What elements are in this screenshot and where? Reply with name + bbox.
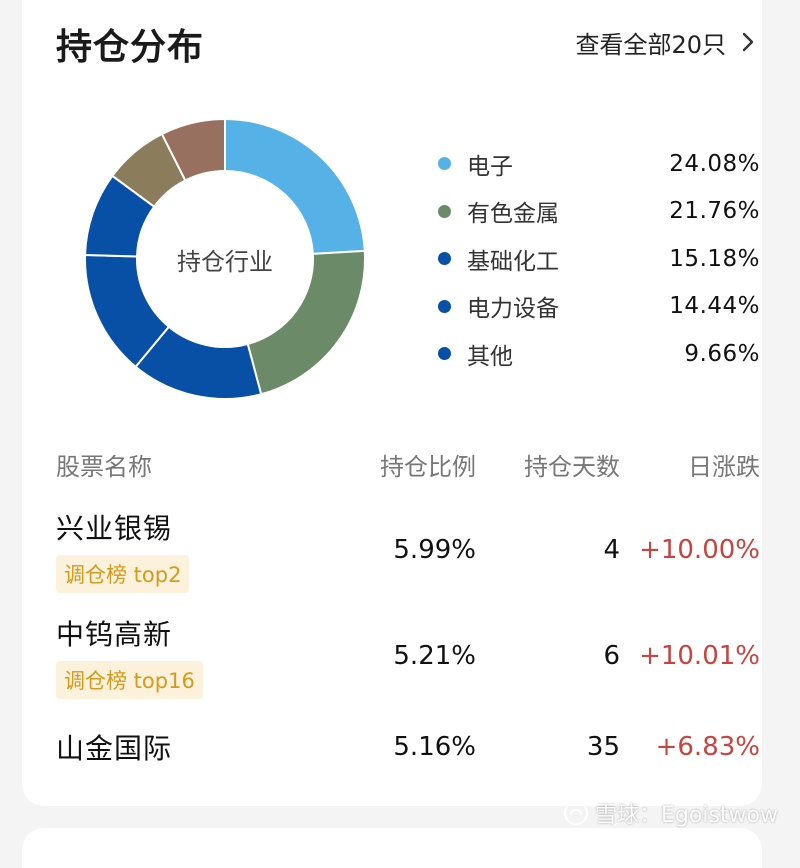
holding-ratio: 5.16% (393, 732, 476, 762)
page-title: 持仓分布 (56, 27, 205, 68)
legend-item: 其他 9.66% (438, 330, 760, 378)
legend-percent: 24.08% (669, 150, 760, 177)
stock-cell: 兴业银锡 调仓榜 top2 (56, 507, 352, 593)
header-stock-name: 股票名称 (56, 452, 152, 481)
legend-dot-icon (438, 299, 451, 313)
daily-change: +6.83% (655, 732, 760, 762)
industry-donut-chart: 持仓行业 (84, 117, 366, 400)
donut-slice-remainder (160, 117, 226, 182)
legend-percent: 14.44% (669, 293, 760, 320)
stock-cell: 山金国际 (56, 727, 352, 767)
industry-legend: 电子 24.08% 有色金属 21.76% 基础化工 15.18% 电力设备 1… (438, 140, 760, 378)
rank-tag[interactable]: 调仓榜 top16 (56, 661, 203, 699)
stock-name: 兴业银锡 (56, 512, 173, 545)
legend-dot-icon (438, 252, 451, 266)
holding-days: 4 (603, 535, 620, 565)
snowball-logo-icon (564, 801, 589, 825)
watermark-text: 雪球：Egoistwow (595, 803, 778, 828)
legend-item: 有色金属 21.76% (438, 188, 760, 236)
stock-cell: 中钨高新 调仓榜 top16 (56, 613, 352, 699)
legend-item: 基础化工 15.18% (438, 235, 760, 283)
legend-dot-icon (438, 204, 451, 218)
table-row[interactable]: 山金国际 5.16% 35 +6.83% (56, 722, 760, 772)
legend-label: 其他 (467, 343, 513, 370)
header-daily-change[interactable]: 日涨跌 (688, 452, 760, 481)
legend-dot-icon (438, 157, 451, 171)
legend-percent: 15.18% (669, 245, 760, 272)
holdings-card: 持仓分布 查看全部20只 持仓行业 电子 24.08% 有色金属 21.76% … (22, 0, 762, 806)
legend-dot-icon (438, 347, 451, 361)
daily-change: +10.00% (639, 535, 760, 565)
watermark: 雪球：Egoistwow (563, 797, 778, 829)
stock-name: 中钨高新 (56, 618, 173, 651)
table-header: 股票名称 持仓比例 持仓天数 日涨跌 (56, 440, 760, 488)
rank-tag[interactable]: 调仓榜 top2 (56, 555, 190, 593)
legend-label: 基础化工 (467, 248, 559, 275)
holding-ratio: 5.99% (393, 535, 476, 565)
view-all-label: 查看全部20只 (575, 30, 726, 59)
holding-days: 6 (603, 641, 620, 671)
donut-center-label: 持仓行业 (177, 247, 273, 276)
legend-label: 有色金属 (467, 201, 559, 228)
legend-item: 电子 24.08% (438, 140, 760, 188)
legend-percent: 9.66% (684, 340, 760, 367)
next-card (22, 828, 762, 868)
holding-ratio: 5.21% (393, 641, 476, 671)
legend-label: 电子 (467, 153, 513, 180)
header-holding-ratio[interactable]: 持仓比例 (380, 452, 476, 481)
legend-item: 电力设备 14.44% (438, 283, 760, 331)
donut-svg (84, 117, 366, 400)
table-row[interactable]: 中钨高新 调仓榜 top16 5.21% 6 +10.01% (56, 610, 760, 702)
legend-label: 电力设备 (467, 296, 559, 323)
daily-change: +10.01% (639, 641, 760, 671)
chevron-right-icon (742, 32, 754, 52)
holding-days: 35 (586, 732, 620, 762)
view-all-link[interactable]: 查看全部20只 (575, 22, 762, 62)
stock-name: 山金国际 (56, 732, 173, 765)
legend-percent: 21.76% (669, 198, 760, 225)
table-row[interactable]: 兴业银锡 调仓榜 top2 5.99% 4 +10.00% (56, 504, 760, 596)
header-holding-days[interactable]: 持仓天数 (524, 452, 620, 481)
